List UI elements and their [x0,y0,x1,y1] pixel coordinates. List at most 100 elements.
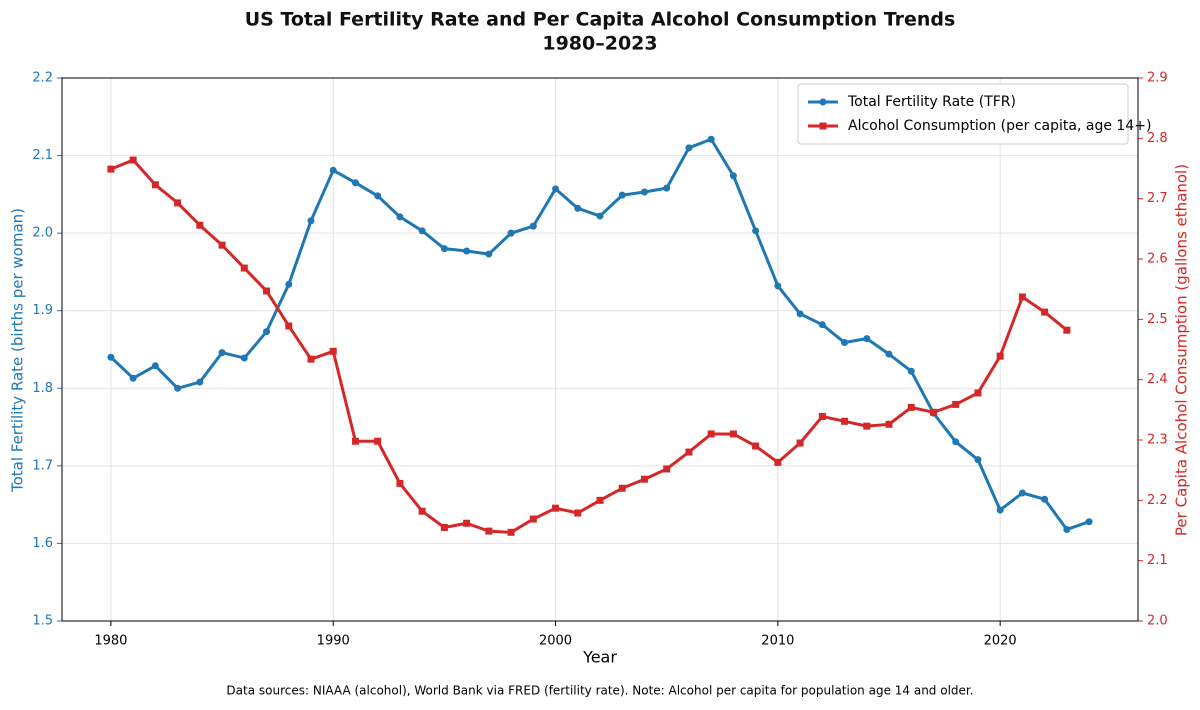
point-marker [418,227,426,235]
point-marker [885,420,893,428]
point-marker [596,496,604,504]
y-tick-label: 1.6 [32,536,53,551]
point-marker [507,528,515,536]
point-marker [218,241,226,249]
y2-tick-label: 2.0 [1147,614,1168,629]
point-marker [485,250,493,258]
point-marker [796,310,804,318]
point-marker [663,184,671,192]
point-marker [174,384,182,392]
legend-marker [819,98,827,106]
y2-tick-label: 2.1 [1147,553,1168,568]
point-marker [374,192,382,200]
point-marker [1041,495,1049,503]
series-line [109,137,1090,531]
legend: Total Fertility Rate (TFR) Alcohol Consum… [797,83,1151,145]
point-marker [796,439,804,447]
y2-tick-label: 2.4 [1147,372,1168,387]
point-marker [707,135,715,143]
legend-marker [819,122,827,130]
point-marker [240,264,248,272]
point-marker [818,412,826,420]
point-marker [574,204,582,212]
point-marker [151,362,159,370]
point-marker [307,355,315,363]
point-marker [574,509,582,517]
point-marker [729,172,737,180]
point-marker [552,185,560,193]
y2-axis-label: Per Capita Alcohol Consumption (gallons … [1173,164,1191,536]
plot-frame [61,77,1139,622]
point-marker [129,374,137,382]
y-tick-label: 1.9 [32,303,53,318]
point-marker [996,352,1004,360]
point-marker [240,354,248,362]
point-marker [463,247,471,255]
point-marker [640,475,648,483]
series-line [110,158,1068,534]
y-tick-label: 2.1 [32,148,53,163]
y-tick-label: 2.0 [32,226,53,241]
point-marker [440,523,448,531]
y-tick-label: 1.8 [32,381,53,396]
y-tick-label: 1.7 [32,458,53,473]
point-marker [485,527,493,535]
point-marker [774,458,782,466]
point-marker [151,181,159,189]
point-marker [818,321,826,329]
point-marker [1085,518,1093,526]
x-tick-label: 1990 [317,634,350,649]
point-marker [952,438,960,446]
x-tick-label: 2010 [761,634,794,649]
legend-box [797,83,1129,145]
point-marker [596,212,604,220]
point-marker [263,287,271,295]
point-marker [752,227,760,235]
y-tick-label: 2.2 [32,71,53,86]
point-marker [351,437,359,445]
x-axis-label: Year [582,648,617,667]
point-marker [618,191,626,199]
point-marker [885,350,893,358]
point-marker [685,144,693,152]
point-marker [974,456,982,464]
point-marker [529,222,537,230]
point-marker [729,430,737,438]
y2-tick-label: 2.9 [1147,71,1168,86]
point-marker [952,400,960,408]
point-marker [374,437,382,445]
y2-tick-label: 2.3 [1147,433,1168,448]
legend-label: Alcohol Consumption (per capita, age 14+… [848,118,1151,134]
point-marker [929,408,937,416]
point-marker [841,417,849,425]
y2-tick-label: 2.6 [1147,252,1168,267]
point-marker [618,484,626,492]
point-marker [174,199,182,207]
point-marker [752,442,760,450]
x-tick-label: 1980 [94,634,127,649]
point-marker [396,479,404,487]
point-marker [907,367,915,375]
point-marker [418,507,426,515]
point-marker [329,347,337,355]
chart-title: US Total Fertility Rate and Per Capita A… [245,9,956,31]
point-marker [129,156,137,164]
point-marker [1018,293,1026,301]
point-marker [640,188,648,196]
point-marker [107,353,115,361]
point-marker [841,339,849,347]
point-marker [996,506,1004,514]
point-marker [529,515,537,523]
point-marker [663,465,671,473]
point-marker [863,422,871,430]
y-axis-label: Total Fertility Rate (births per woman) [9,208,27,493]
x-tick-label: 2000 [539,634,572,649]
point-marker [396,213,404,221]
legend-label: Total Fertility Rate (TFR) [847,94,1016,110]
footnote: Data sources: NIAAA (alcohol), World Ban… [226,684,973,698]
point-marker [463,519,471,527]
point-marker [1041,308,1049,316]
point-marker [907,403,915,411]
point-marker [1018,489,1026,497]
